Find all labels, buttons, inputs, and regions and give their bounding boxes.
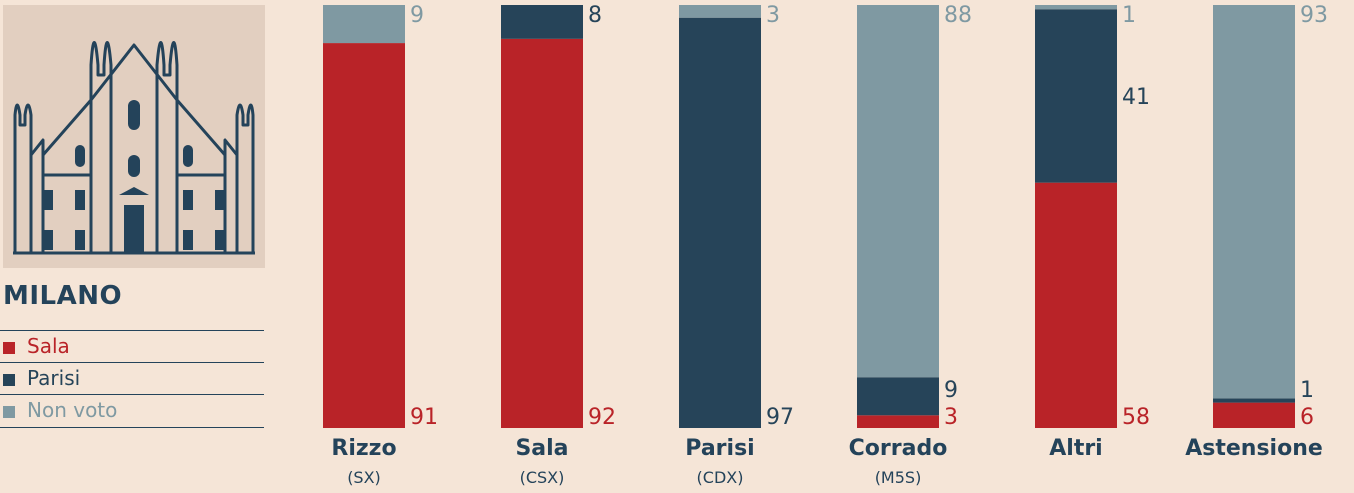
legend-swatch-sala xyxy=(3,342,15,354)
value-label-rizzo-sala: 91 xyxy=(410,405,438,430)
category-label-altri: Altri xyxy=(1049,436,1102,461)
legend-label-parisi: Parisi xyxy=(27,366,81,390)
duomo-logo xyxy=(3,5,265,268)
legend: Sala Parisi Non voto xyxy=(0,330,264,428)
bar-corrado-non-voto xyxy=(857,5,939,378)
value-label-altri-sala: 58 xyxy=(1122,405,1150,430)
legend-swatch-non-voto xyxy=(3,406,15,418)
bar-astensione-parisi xyxy=(1213,398,1295,403)
value-label-corrado-sala: 3 xyxy=(944,405,958,430)
category-sublabel-parisi: (CDX) xyxy=(697,468,744,487)
bar-sala-parisi xyxy=(501,5,583,39)
value-label-sala-sala: 92 xyxy=(588,405,616,430)
bar-corrado-sala xyxy=(857,415,939,428)
city-title: MILANO xyxy=(3,281,123,311)
bar-astensione-non-voto xyxy=(1213,5,1295,399)
bar-astensione-sala xyxy=(1213,402,1295,428)
legend-swatch-parisi xyxy=(3,374,15,386)
bar-corrado-parisi xyxy=(857,377,939,416)
legend-item-parisi: Parisi xyxy=(0,362,264,394)
legend-label-sala: Sala xyxy=(27,334,70,358)
bar-parisi-parisi xyxy=(679,17,761,428)
value-label-altri-non-voto: 1 xyxy=(1122,3,1136,28)
legend-item-sala: Sala xyxy=(0,330,264,362)
category-label-astensione: Astensione xyxy=(1185,436,1323,461)
value-label-astensione-non-voto: 93 xyxy=(1300,3,1328,28)
value-label-sala-parisi: 8 xyxy=(588,3,602,28)
bar-rizzo-sala xyxy=(323,43,405,428)
duomo-icon xyxy=(13,41,255,255)
legend-item-non-voto: Non voto xyxy=(0,394,264,428)
category-sublabel-rizzo: (SX) xyxy=(347,468,381,487)
value-label-parisi-non-voto: 3 xyxy=(766,3,780,28)
bar-sala-sala xyxy=(501,38,583,429)
bar-altri-sala xyxy=(1035,182,1117,428)
category-sublabel-sala: (CSX) xyxy=(520,468,565,487)
bar-altri-non-voto xyxy=(1035,5,1117,10)
value-label-corrado-non-voto: 88 xyxy=(944,3,972,28)
left-panel: MILANO Sala Parisi Non voto xyxy=(0,0,270,493)
value-label-rizzo-non-voto: 9 xyxy=(410,3,424,28)
bar-parisi-non-voto xyxy=(679,5,761,18)
bar-rizzo-non-voto xyxy=(323,5,405,44)
value-label-astensione-sala: 6 xyxy=(1300,405,1314,430)
legend-label-non-voto: Non voto xyxy=(27,398,118,422)
category-label-corrado: Corrado xyxy=(849,436,948,461)
value-label-parisi-parisi: 97 xyxy=(766,405,794,430)
category-label-rizzo: Rizzo xyxy=(331,436,396,461)
value-label-corrado-parisi: 9 xyxy=(944,378,958,403)
bar-altri-parisi xyxy=(1035,9,1117,183)
category-sublabel-corrado: (M5S) xyxy=(875,468,922,487)
category-label-parisi: Parisi xyxy=(685,436,754,461)
value-label-astensione-parisi: 1 xyxy=(1300,378,1314,403)
category-label-sala: Sala xyxy=(515,436,568,461)
value-label-altri-parisi: 41 xyxy=(1122,85,1150,110)
